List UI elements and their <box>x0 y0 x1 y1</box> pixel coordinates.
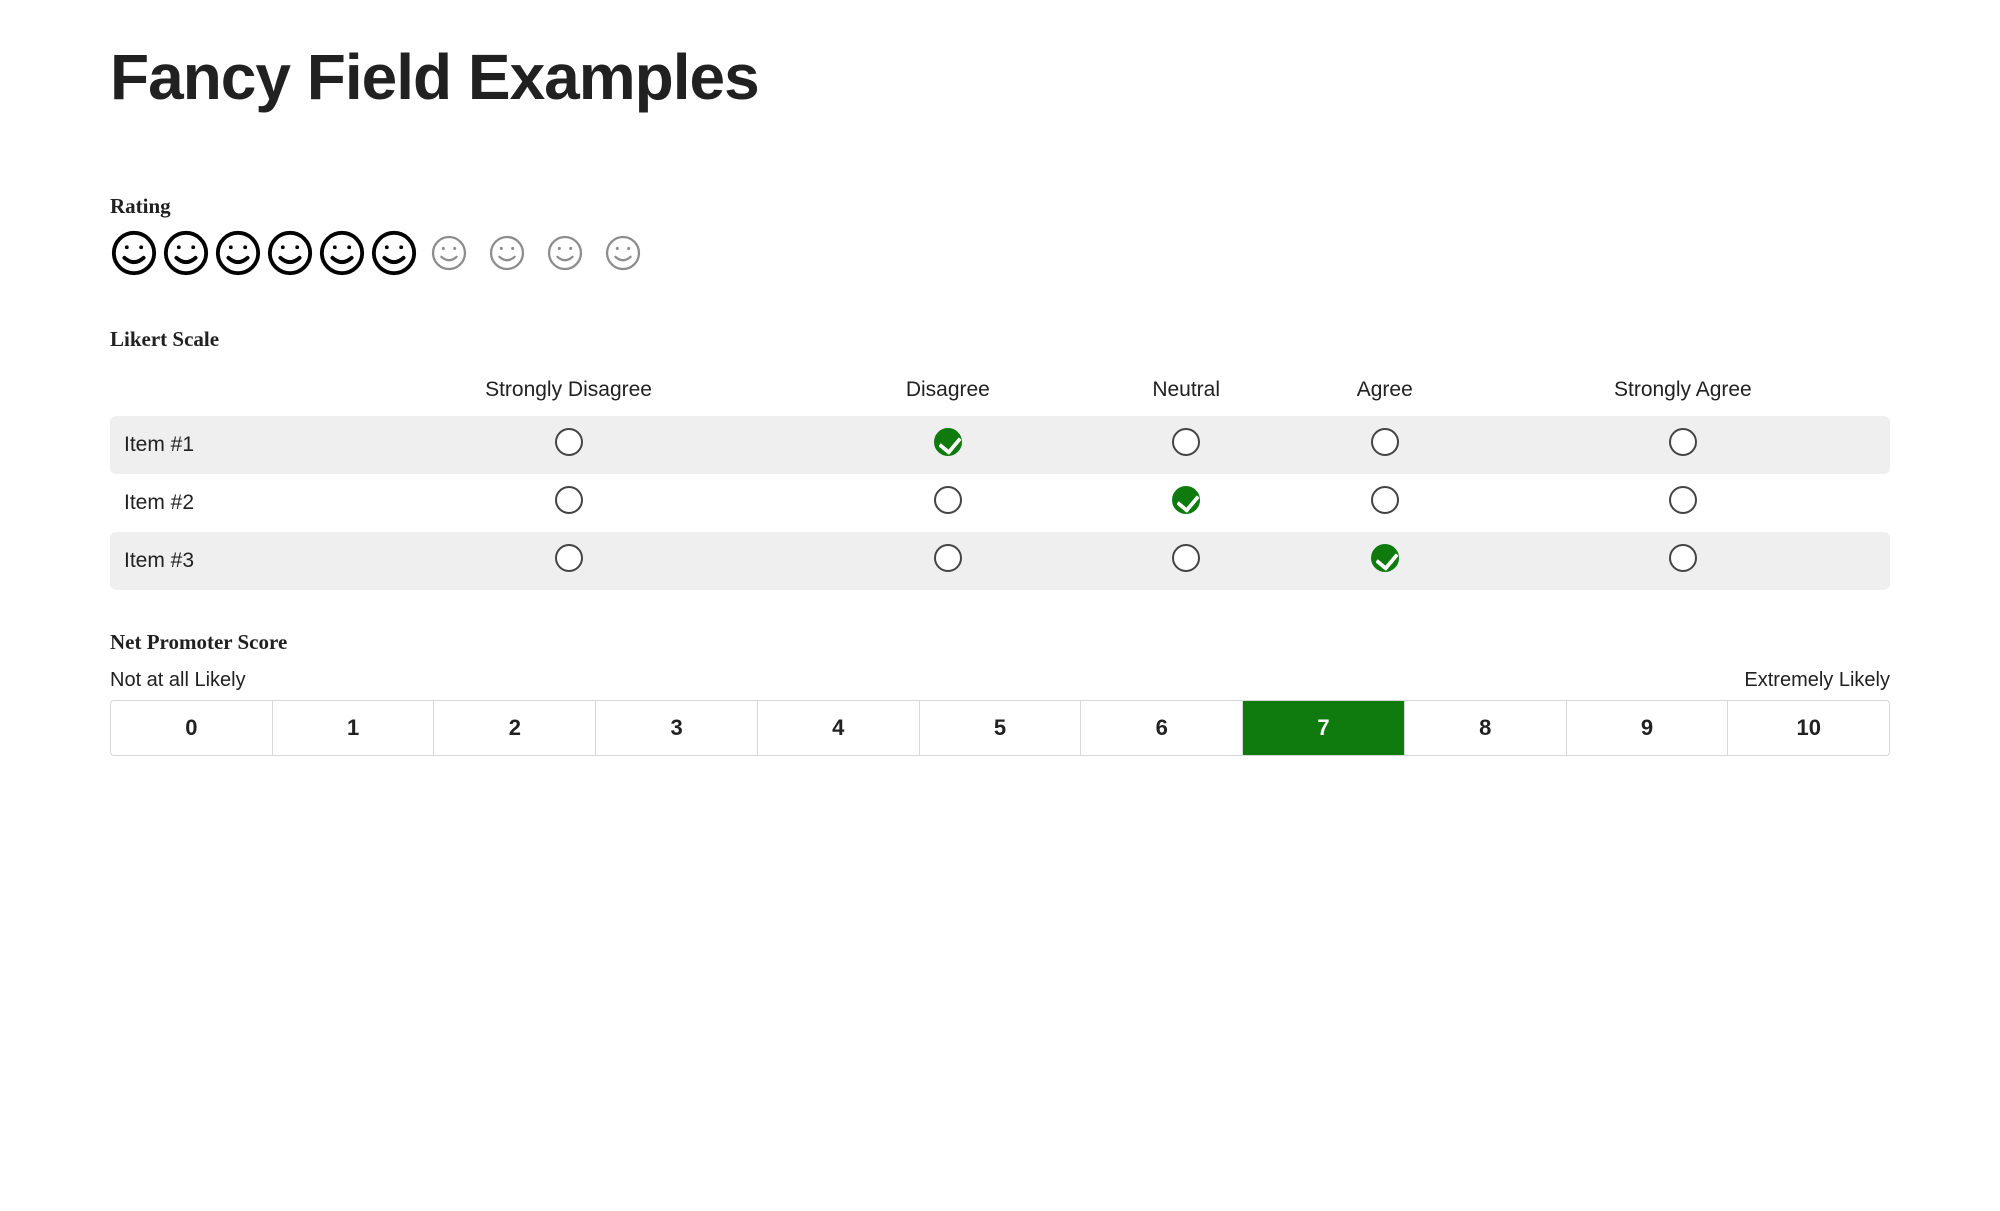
likert-column-header: Strongly Agree <box>1476 370 1890 416</box>
nps-option[interactable]: 8 <box>1405 701 1567 755</box>
radio-checked-icon[interactable] <box>1371 544 1399 572</box>
radio-checked-icon[interactable] <box>1172 486 1200 514</box>
likert-row-label: Item #2 <box>110 474 320 532</box>
nps-option[interactable]: 1 <box>273 701 435 755</box>
radio-checked-icon[interactable] <box>934 428 962 456</box>
likert-label: Likert Scale <box>110 327 1890 352</box>
smiley-face-icon[interactable] <box>110 229 158 277</box>
likert-row-label: Item #3 <box>110 532 320 590</box>
nps-option[interactable]: 9 <box>1567 701 1729 755</box>
nps-max-label: Extremely Likely <box>1744 669 1890 692</box>
table-row: Item #1 <box>110 416 1890 474</box>
table-row: Item #3 <box>110 532 1890 590</box>
nps-option[interactable]: 4 <box>758 701 920 755</box>
rating-label: Rating <box>110 194 1890 219</box>
likert-table: Strongly DisagreeDisagreeNeutralAgreeStr… <box>110 370 1890 590</box>
radio-unchecked-icon[interactable] <box>555 544 583 572</box>
smiley-face-icon[interactable] <box>604 234 642 272</box>
likert-column-header: Disagree <box>817 370 1079 416</box>
page-title: Fancy Field Examples <box>110 40 1890 114</box>
nps-option[interactable]: 3 <box>596 701 758 755</box>
smiley-face-icon[interactable] <box>162 229 210 277</box>
likert-column-header: Agree <box>1294 370 1476 416</box>
radio-unchecked-icon[interactable] <box>1371 428 1399 456</box>
radio-unchecked-icon[interactable] <box>1669 486 1697 514</box>
rating-input[interactable] <box>110 229 1890 277</box>
radio-unchecked-icon[interactable] <box>934 486 962 514</box>
nps-label: Net Promoter Score <box>110 630 1890 655</box>
nps-option[interactable]: 7 <box>1243 701 1405 755</box>
smiley-face-icon[interactable] <box>488 234 526 272</box>
smiley-face-icon[interactable] <box>214 229 262 277</box>
smiley-face-icon[interactable] <box>430 234 468 272</box>
radio-unchecked-icon[interactable] <box>1172 544 1200 572</box>
smiley-face-icon[interactable] <box>370 229 418 277</box>
smiley-face-icon[interactable] <box>546 234 584 272</box>
radio-unchecked-icon[interactable] <box>1669 428 1697 456</box>
likert-row-label: Item #1 <box>110 416 320 474</box>
radio-unchecked-icon[interactable] <box>555 428 583 456</box>
nps-input[interactable]: 012345678910 <box>110 700 1890 756</box>
nps-option[interactable]: 2 <box>434 701 596 755</box>
nps-option[interactable]: 0 <box>111 701 273 755</box>
nps-option[interactable]: 6 <box>1081 701 1243 755</box>
likert-column-header: Strongly Disagree <box>320 370 817 416</box>
radio-unchecked-icon[interactable] <box>1371 486 1399 514</box>
nps-min-label: Not at all Likely <box>110 669 246 692</box>
likert-column-header: Neutral <box>1079 370 1294 416</box>
smiley-face-icon[interactable] <box>318 229 366 277</box>
radio-unchecked-icon[interactable] <box>1172 428 1200 456</box>
radio-unchecked-icon[interactable] <box>555 486 583 514</box>
smiley-face-icon[interactable] <box>266 229 314 277</box>
table-row: Item #2 <box>110 474 1890 532</box>
nps-option[interactable]: 5 <box>920 701 1082 755</box>
nps-option[interactable]: 10 <box>1728 701 1889 755</box>
likert-header-blank <box>110 370 320 416</box>
radio-unchecked-icon[interactable] <box>934 544 962 572</box>
radio-unchecked-icon[interactable] <box>1669 544 1697 572</box>
